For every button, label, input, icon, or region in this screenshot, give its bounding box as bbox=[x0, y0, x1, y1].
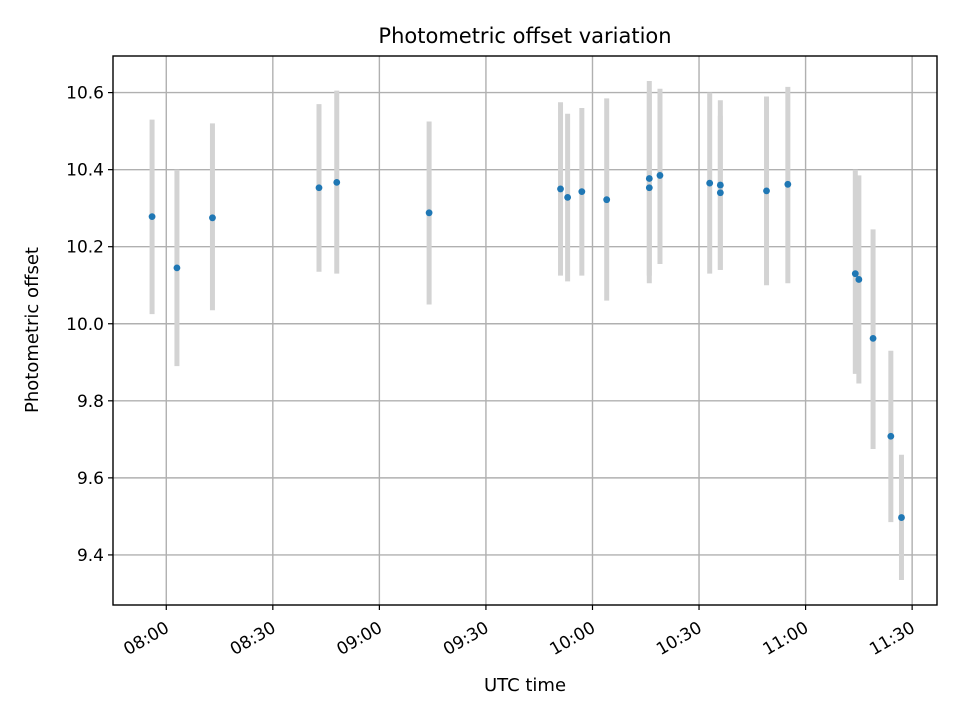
y-axis-ticks: 9.4 9.6 9.8 10.0 10.2 10.4 10.6 bbox=[66, 84, 113, 566]
x-axis-ticks: 08:00 08:30 09:00 09:30 10:00 10:30 11:00 11:30 bbox=[120, 605, 919, 660]
data-point bbox=[578, 188, 586, 196]
data-point bbox=[851, 270, 859, 278]
data-point bbox=[887, 432, 895, 440]
data-point bbox=[173, 264, 181, 272]
x-axis-label: UTC time bbox=[484, 675, 566, 696]
data-point bbox=[763, 187, 770, 195]
data-point bbox=[716, 189, 724, 197]
y-tick-label: 10.0 bbox=[66, 315, 104, 335]
data-point bbox=[869, 334, 877, 342]
y-tick-label: 9.8 bbox=[77, 392, 104, 412]
data-point bbox=[645, 184, 653, 192]
y-tick-label: 10.2 bbox=[66, 238, 104, 258]
x-tick-label: 10:00 bbox=[547, 618, 599, 660]
data-point bbox=[333, 178, 341, 186]
y-tick-label: 10.4 bbox=[66, 161, 104, 181]
x-tick-label: 09:00 bbox=[333, 618, 385, 660]
data-point bbox=[784, 180, 792, 188]
data-point bbox=[645, 175, 653, 182]
y-tick-label: 10.6 bbox=[66, 84, 104, 104]
data-point bbox=[209, 214, 216, 222]
error-bars bbox=[149, 81, 904, 580]
data-points bbox=[148, 172, 905, 521]
y-axis-label: Photometric offset bbox=[22, 247, 43, 413]
x-tick-label: 09:30 bbox=[440, 618, 492, 660]
plot-frame bbox=[112, 55, 938, 606]
y-tick-label: 9.6 bbox=[77, 469, 104, 489]
x-tick-label: 10:30 bbox=[653, 618, 705, 660]
grid-lines bbox=[113, 56, 937, 605]
data-point bbox=[603, 196, 611, 204]
data-point bbox=[855, 276, 863, 283]
data-point bbox=[425, 209, 433, 217]
x-tick-label: 11:00 bbox=[760, 618, 812, 660]
x-tick-label: 08:30 bbox=[227, 618, 279, 660]
chart-title: Photometric offset variation bbox=[378, 24, 671, 48]
data-point bbox=[898, 514, 905, 521]
data-point bbox=[706, 179, 714, 187]
x-tick-label: 08:00 bbox=[120, 618, 172, 660]
y-tick-label: 9.4 bbox=[77, 546, 104, 566]
data-point bbox=[564, 193, 572, 201]
data-point bbox=[148, 213, 156, 221]
data-point bbox=[716, 181, 724, 189]
x-tick-label: 11:30 bbox=[866, 618, 918, 660]
data-point bbox=[656, 172, 664, 179]
data-point bbox=[315, 184, 323, 192]
data-point bbox=[557, 185, 564, 193]
